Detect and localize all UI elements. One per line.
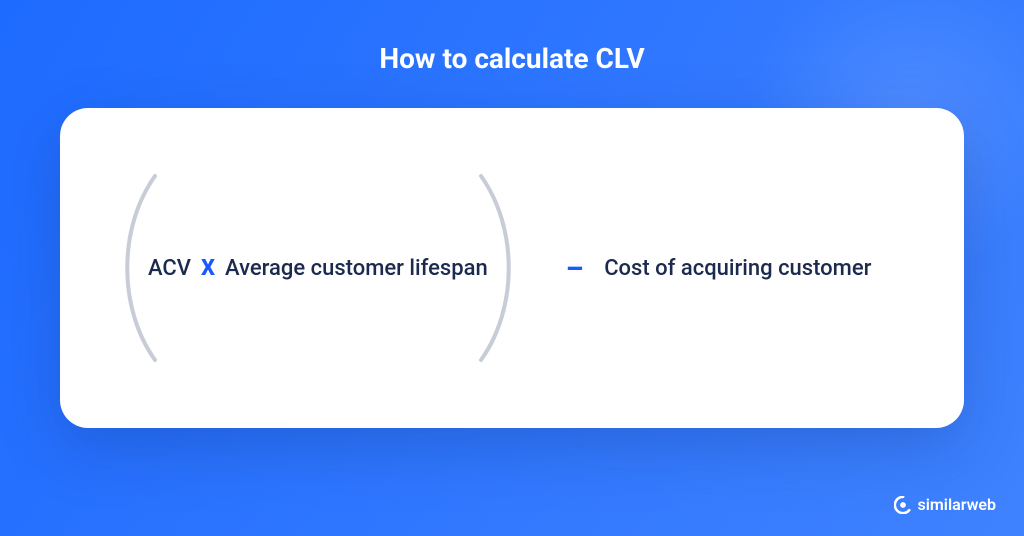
term-lifespan: Average customer lifespan: [225, 256, 488, 281]
clv-formula: ACV X Average customer lifespan – Cost o…: [100, 168, 924, 368]
minus-operator: –: [566, 252, 583, 285]
right-paren-icon: [466, 168, 536, 368]
left-paren-icon: [100, 168, 170, 368]
page-title: How to calculate CLV: [0, 42, 1024, 75]
brand-name: similarweb: [918, 495, 997, 514]
brand-badge: similarweb: [894, 495, 997, 514]
paren-group: ACV X Average customer lifespan: [100, 168, 536, 368]
similarweb-logo-icon: [894, 496, 912, 514]
multiply-operator: X: [201, 256, 215, 281]
term-cost: Cost of acquiring customer: [604, 256, 871, 281]
formula-card: ACV X Average customer lifespan – Cost o…: [60, 108, 964, 428]
